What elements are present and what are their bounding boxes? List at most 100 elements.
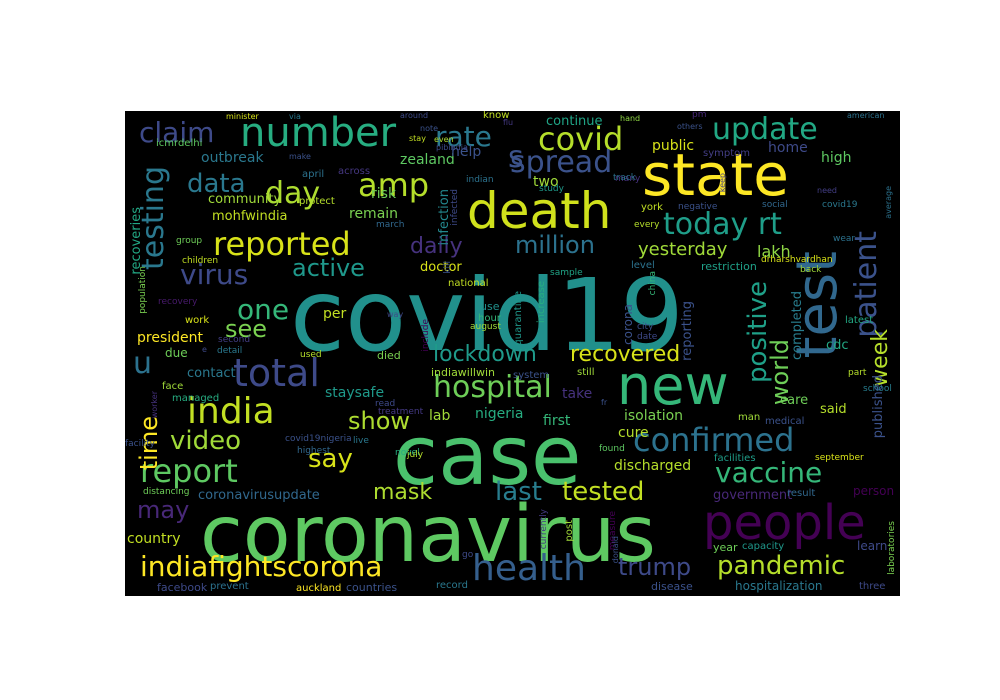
word-home: home — [768, 140, 808, 156]
word-facility: facility — [125, 439, 155, 449]
word-live: live — [353, 436, 369, 446]
word-spread: spread — [510, 145, 613, 180]
word-reported: reported — [213, 225, 351, 263]
word-icmrdelhi: icmrdelhi — [156, 138, 203, 149]
word-people: people — [703, 495, 866, 551]
word-lab: lab — [429, 408, 451, 424]
word-highest: highest — [297, 446, 331, 456]
word-covid: covid — [538, 120, 624, 158]
word-public: public — [652, 138, 695, 154]
word-quarantine: quarantine — [513, 291, 524, 346]
word-vaccine: vaccine — [715, 456, 823, 489]
word-new: new — [617, 354, 729, 417]
word-pibindia: pibindia — [436, 143, 468, 152]
word-trump: trump — [618, 553, 692, 581]
word-said: said — [820, 402, 847, 417]
word-know: know — [483, 111, 510, 121]
word-stay: stay — [409, 134, 426, 143]
word-may: may — [137, 496, 190, 524]
word-children: children — [182, 256, 219, 266]
word-community: community — [208, 192, 282, 207]
word-track: track — [613, 173, 636, 183]
word-hour: hour — [478, 313, 501, 324]
word-back: back — [800, 265, 822, 275]
word-covid19: covid19 — [290, 257, 684, 374]
word-august: august — [470, 322, 501, 332]
word-date: date — [637, 332, 658, 342]
word-restriction: restriction — [701, 260, 757, 273]
word-per: per — [323, 306, 347, 322]
word-capacity: capacity — [742, 541, 785, 552]
word-today-rt: today rt — [663, 207, 782, 242]
word-prevent: prevent — [210, 581, 249, 592]
word-rate: rate — [435, 120, 492, 153]
word-make: make — [289, 152, 311, 161]
word-need: need — [817, 186, 837, 195]
word-negative: negative — [678, 202, 718, 212]
word-health: health — [472, 548, 586, 589]
word-group: group — [176, 236, 203, 246]
word-china: china — [648, 271, 658, 296]
word-three: three — [859, 581, 886, 592]
word-drharshvardhan: drharshvardhan — [761, 255, 833, 265]
word-s: s — [508, 140, 524, 175]
word-hand: hand — [620, 114, 641, 123]
word-novel: novel — [395, 448, 420, 458]
word-july: july — [407, 450, 424, 460]
word-found: found — [599, 444, 625, 454]
word-september: september — [815, 453, 864, 463]
word-hospitalization: hospitalization — [735, 579, 823, 593]
word-e: e — [202, 345, 207, 354]
word-show: show — [348, 407, 411, 435]
word-face: face — [162, 381, 184, 392]
word-number: number — [240, 111, 397, 156]
word-social: social — [762, 200, 788, 210]
word-continue: continue — [546, 114, 603, 129]
word-managed: managed — [172, 393, 220, 404]
word-year: year — [713, 541, 738, 554]
word-video: video — [170, 426, 242, 456]
word-doctor: doctor — [420, 260, 462, 275]
word-update: update — [712, 112, 818, 147]
word-include: include — [421, 319, 431, 352]
word-active: active — [292, 254, 365, 282]
word-recoveries: recoveries — [129, 207, 144, 275]
word-fr: fr — [601, 398, 608, 407]
word-report: report — [140, 452, 238, 490]
word-data: data — [187, 169, 246, 199]
word-total: total — [233, 351, 320, 395]
word-risk: risk — [371, 186, 397, 202]
word-million: million — [515, 231, 595, 259]
word-detail: detail — [217, 346, 243, 356]
word-one: one — [237, 293, 290, 326]
word-day: day — [265, 176, 321, 211]
word-way: way — [387, 310, 404, 319]
word-president: president — [137, 330, 203, 346]
word-contact: contact — [187, 366, 236, 381]
word-nigeria: nigeria — [475, 406, 524, 422]
word-facilities: facilities — [714, 453, 756, 464]
word-pandemic: pandemic — [717, 551, 846, 581]
word-help: help — [451, 144, 482, 160]
word-cure: cure — [618, 425, 649, 441]
word-covid19nigeria: covid19nigeria — [285, 434, 352, 444]
word-take: take — [562, 386, 593, 402]
word-lakh: lakh — [757, 242, 791, 261]
word-laboratories: laboratories — [887, 521, 897, 575]
word-sample: sample — [550, 268, 583, 278]
word-around: around — [400, 111, 429, 120]
word-government: government — [713, 488, 793, 503]
word-result: result — [787, 488, 816, 499]
word-mask: mask — [373, 480, 433, 505]
word-still: still — [577, 367, 595, 378]
word-work: work — [185, 315, 210, 326]
word-increase: increase — [536, 281, 547, 324]
word-medical: medical — [765, 416, 805, 427]
word-april: april — [302, 169, 325, 180]
word-mohfwindia: mohfwindia — [212, 209, 288, 224]
word-reporting: reporting — [680, 301, 695, 361]
word-study: study — [539, 184, 564, 194]
word-last: last — [495, 477, 542, 507]
word-go: go — [462, 550, 474, 560]
word-u: u — [133, 346, 153, 381]
